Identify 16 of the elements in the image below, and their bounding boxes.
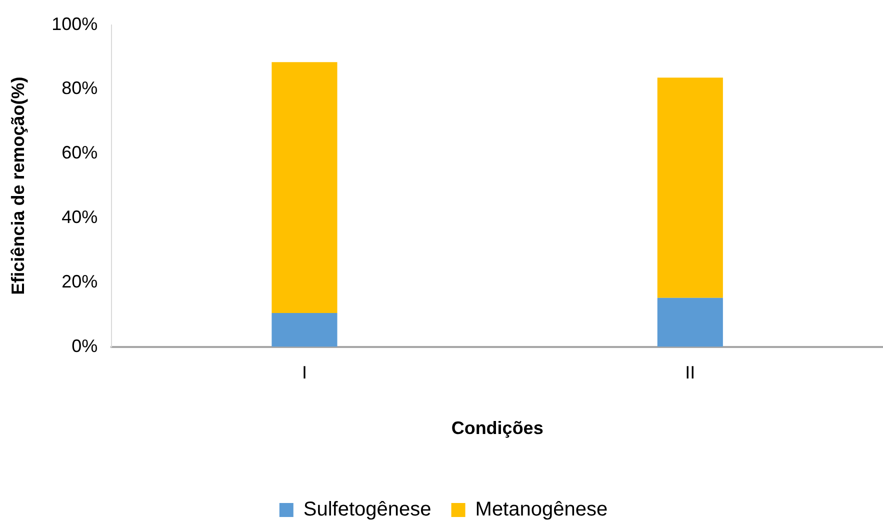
y-tick-label: 0% <box>72 336 98 356</box>
legend-label: Metanogênese <box>475 498 608 521</box>
y-tick-label: 40% <box>62 206 98 227</box>
x-axis-title: Condições <box>451 418 544 438</box>
bar <box>657 78 723 298</box>
bar <box>657 298 723 347</box>
bar <box>272 312 338 347</box>
y-tick-label: 60% <box>62 142 98 163</box>
y-tick-label: 20% <box>62 271 98 292</box>
legend-label: Sulfetogênese <box>303 498 432 521</box>
bar <box>272 62 338 313</box>
y-tick-label: 80% <box>62 78 98 98</box>
y-axis-title: Eficiência de remoção(%) <box>8 76 28 295</box>
x-tick-label: I <box>302 362 307 383</box>
y-tick-label: 100% <box>52 14 98 34</box>
x-tick-label: II <box>685 362 696 383</box>
